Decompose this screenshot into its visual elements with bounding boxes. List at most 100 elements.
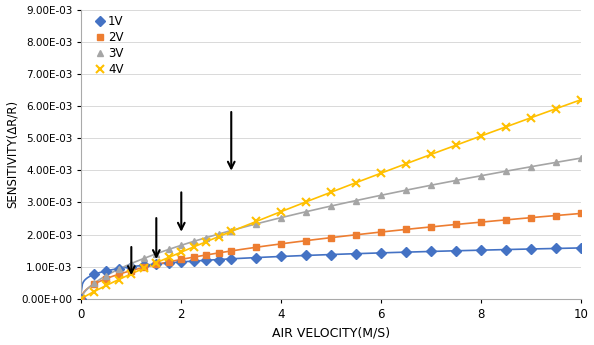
2V — [328, 236, 335, 240]
2V — [140, 265, 147, 269]
3V — [577, 156, 584, 160]
3V — [178, 243, 185, 247]
3V — [153, 252, 160, 256]
1V — [378, 251, 385, 255]
1V — [215, 257, 222, 262]
1V — [78, 297, 85, 301]
3V — [403, 188, 410, 192]
2V — [78, 297, 85, 301]
3V — [165, 247, 172, 252]
3V — [353, 198, 360, 203]
3V — [128, 262, 135, 266]
1V — [115, 266, 122, 270]
2V — [178, 257, 185, 262]
2V — [115, 272, 122, 276]
2V — [153, 263, 160, 267]
1V — [165, 261, 172, 265]
4V — [577, 98, 584, 102]
4V — [428, 152, 435, 156]
4V — [478, 134, 485, 138]
2V — [353, 233, 360, 237]
4V — [403, 162, 410, 166]
4V — [228, 229, 235, 234]
1V — [403, 250, 410, 254]
4V — [552, 107, 560, 111]
3V — [115, 267, 122, 271]
2V — [228, 249, 235, 253]
3V — [252, 222, 260, 226]
4V — [252, 219, 260, 224]
2V — [527, 216, 535, 220]
4V — [153, 261, 160, 265]
3V — [103, 274, 110, 278]
3V — [215, 232, 222, 236]
1V — [153, 262, 160, 266]
4V — [90, 289, 97, 294]
1V — [527, 247, 535, 251]
3V — [378, 193, 385, 197]
4V — [178, 250, 185, 254]
2V — [103, 276, 110, 280]
3V — [203, 236, 210, 240]
1V — [577, 246, 584, 250]
3V — [140, 256, 147, 260]
1V — [302, 253, 309, 257]
2V — [378, 230, 385, 234]
2V — [203, 253, 210, 257]
3V — [228, 228, 235, 233]
1V — [277, 254, 285, 258]
4V — [328, 190, 335, 194]
1V — [428, 249, 435, 254]
2V — [190, 255, 197, 259]
4V — [78, 297, 85, 301]
3V — [428, 183, 435, 187]
4V — [378, 171, 385, 175]
3V — [90, 282, 97, 286]
4V — [165, 255, 172, 259]
3V — [527, 165, 535, 169]
3V — [503, 169, 510, 173]
2V — [215, 251, 222, 255]
3V — [78, 297, 85, 301]
1V — [453, 249, 460, 253]
3V — [277, 216, 285, 220]
1V — [90, 273, 97, 277]
4V — [115, 277, 122, 282]
Y-axis label: SENSITIVITY(ΔR/R): SENSITIVITY(ΔR/R) — [5, 100, 18, 208]
4V — [103, 283, 110, 287]
1V — [178, 260, 185, 264]
Legend: 1V, 2V, 3V, 4V: 1V, 2V, 3V, 4V — [97, 16, 124, 76]
4V — [302, 200, 309, 204]
4V — [277, 209, 285, 214]
4V — [503, 125, 510, 129]
2V — [552, 214, 560, 218]
3V — [302, 210, 309, 214]
2V — [302, 238, 309, 243]
2V — [128, 268, 135, 273]
2V — [165, 260, 172, 264]
Line: 4V: 4V — [77, 96, 585, 303]
2V — [577, 211, 584, 216]
3V — [190, 239, 197, 244]
Line: 3V: 3V — [78, 155, 584, 302]
1V — [552, 246, 560, 250]
3V — [552, 160, 560, 165]
4V — [128, 272, 135, 276]
1V — [190, 259, 197, 263]
1V — [353, 252, 360, 256]
1V — [140, 263, 147, 267]
1V — [503, 247, 510, 252]
4V — [353, 180, 360, 185]
2V — [90, 282, 97, 286]
2V — [478, 220, 485, 224]
2V — [428, 225, 435, 229]
1V — [328, 253, 335, 257]
4V — [527, 116, 535, 120]
1V — [128, 265, 135, 269]
2V — [252, 245, 260, 249]
3V — [453, 178, 460, 183]
2V — [403, 227, 410, 231]
1V — [478, 248, 485, 252]
4V — [190, 245, 197, 249]
4V — [453, 143, 460, 147]
